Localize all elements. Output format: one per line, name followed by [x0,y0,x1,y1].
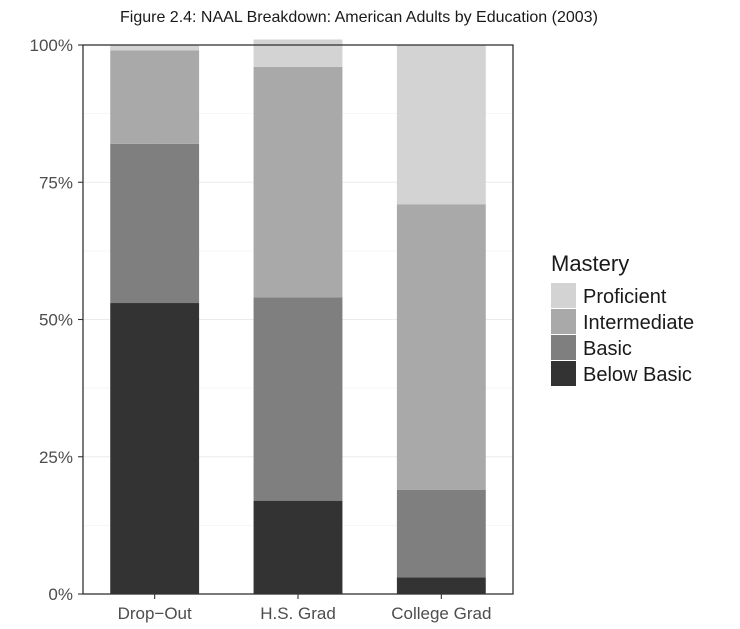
legend-swatch [551,283,576,308]
x-tick-label: H.S. Grad [260,604,336,623]
bar-segment-proficient [396,45,486,205]
bar-segment-intermediate [396,204,486,490]
legend: Mastery Proficient Intermediate Basic Below… [551,251,694,386]
y-tick-label: 0% [48,585,73,604]
legend-title: Mastery [551,251,629,276]
x-tick-label: College Grad [391,604,491,623]
legend-label: Below Basic [583,364,692,386]
bar-segment-below-basic [396,577,486,594]
bar-segment-below-basic [110,303,200,594]
y-tick-label: 75% [39,173,73,192]
y-tick-label: 25% [39,448,73,467]
legend-swatch [551,335,576,360]
x-axis: Drop−Out H.S. Grad College Grad [118,594,491,623]
bar-segment-basic [110,143,200,304]
x-tick-label: Drop−Out [118,604,192,623]
bar-segment-below-basic [253,500,343,594]
legend-swatch [551,361,576,386]
legend-label: Proficient [583,286,667,308]
y-axis: 0% 25% 50% 75% 100% [30,36,83,604]
bar-segment-proficient [110,45,200,51]
y-tick-label: 100% [30,36,73,55]
y-tick-label: 50% [39,311,73,330]
bar-segment-basic [253,297,343,501]
bar-segment-intermediate [110,50,200,144]
bar-segment-intermediate [253,66,343,298]
bar-segment-basic [396,489,486,578]
bar-segment-proficient [253,39,343,67]
legend-label: Intermediate [583,312,694,334]
bars [110,39,486,594]
legend-label: Basic [583,338,632,360]
chart-title: Figure 2.4: NAAL Breakdown: American Adu… [120,9,598,26]
legend-swatch [551,309,576,334]
